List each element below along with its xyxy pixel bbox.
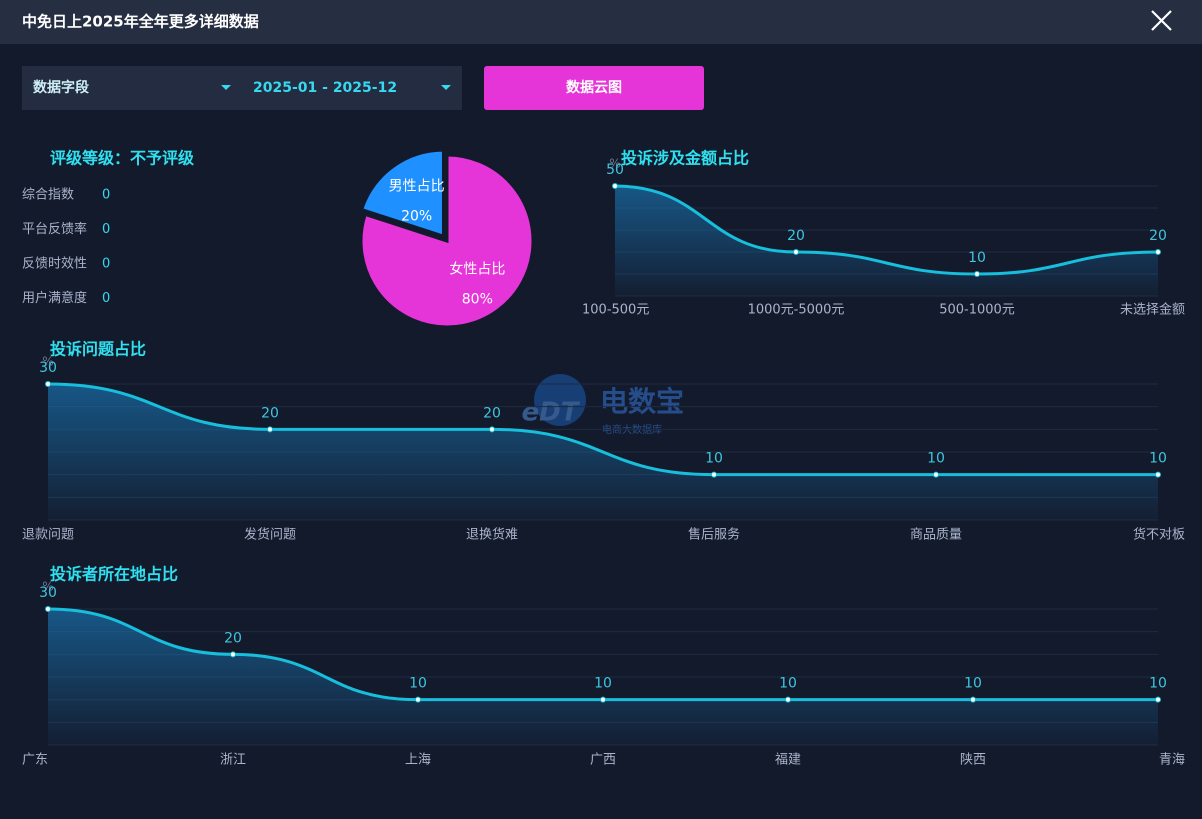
pie-slice (359, 148, 445, 239)
point (600, 696, 606, 703)
y-axis-name: % (609, 157, 620, 171)
data-label: 10 (1149, 676, 1167, 692)
point (230, 651, 236, 658)
x-tick-label: 广东 (22, 753, 48, 768)
button-label: 数据云图 (566, 79, 622, 96)
rating-value: 0 (102, 188, 110, 203)
point (45, 381, 51, 387)
rating-label: 反馈时效性 (22, 257, 87, 272)
x-tick-label: 售后服务 (688, 527, 740, 543)
point (933, 471, 939, 478)
data-label: 10 (968, 250, 986, 266)
line-area (615, 186, 1158, 296)
data-label: 30 (39, 585, 57, 601)
date-dropdown[interactable]: 2025-01 - 2025-12 (253, 80, 451, 96)
button-bg (484, 66, 704, 110)
chart-title: 投诉涉及金额占比 (621, 149, 749, 168)
pie-slice (359, 153, 535, 329)
date-range: 2025-01 - 2025-12 (253, 80, 397, 96)
field-label: 数据字段 (33, 79, 89, 96)
data-label: 10 (1149, 451, 1167, 467)
x-tick-label: 浙江 (220, 753, 246, 768)
data-label: 10 (409, 676, 427, 692)
data-label: 20 (787, 228, 805, 244)
point (267, 426, 273, 433)
watermark: eDT 电数宝 电商大数据库 (522, 374, 684, 436)
line-area (48, 609, 1158, 745)
x-tick-label: 500-1000元 (939, 303, 1015, 318)
data-label: 50 (606, 162, 624, 178)
x-tick-label: 商品质量 (910, 528, 962, 543)
x-tick-label: 100-500元 (582, 303, 649, 318)
x-tick-label: 未选择金额 (1120, 302, 1185, 318)
x-tick-label: 1000元-5000元 (748, 303, 845, 318)
line (614, 184, 1159, 276)
point (1155, 696, 1161, 703)
point (785, 696, 791, 703)
dropdown-bg (22, 66, 462, 110)
point (970, 696, 976, 703)
x-tick-label: 福建 (775, 753, 801, 768)
data-label: 20 (224, 630, 242, 646)
watermark-name: 电数宝 (600, 385, 684, 418)
pie-value-label: 80% (462, 292, 493, 308)
point (415, 696, 421, 703)
data-label: 10 (779, 676, 797, 692)
rating-value: 0 (102, 291, 110, 306)
rating-label: 综合指数 (22, 188, 74, 203)
x-tick-label: 广西 (590, 753, 616, 768)
point (974, 271, 980, 277)
dropdown-arrow (441, 85, 451, 90)
x-tick-label: 陕西 (960, 753, 986, 768)
pie-label: 男性占比 (389, 178, 445, 194)
x-tick-label: 发货问题 (244, 527, 296, 543)
x-tick-label: 上海 (405, 753, 431, 768)
header-bar (0, 0, 1202, 44)
data-label: 10 (594, 676, 612, 692)
x-tick-label: 货不对板 (1133, 527, 1185, 543)
x-tick-label: 退款问题 (22, 528, 74, 543)
point (612, 183, 618, 189)
watermark-logo: eDT (522, 398, 581, 428)
rating-value: 0 (102, 257, 110, 272)
point (1155, 249, 1161, 255)
chart-title: 投诉问题占比 (50, 340, 146, 359)
pie-label: 女性占比 (449, 261, 505, 278)
data-label: 20 (483, 405, 501, 421)
y-axis-name: % (42, 580, 53, 594)
cloud-button[interactable]: 数据云图 (484, 66, 704, 110)
point (489, 426, 495, 433)
rating-label: 用户满意度 (22, 290, 87, 306)
dropdown-arrow (221, 85, 231, 90)
rating-value: 0 (102, 222, 110, 237)
watermark-cloud (534, 374, 586, 426)
dropdown-bar: 数据字段 2025-01 - 2025-12 (22, 66, 462, 110)
field-dropdown[interactable]: 数据字段 (33, 79, 231, 96)
rating-label: 平台反馈率 (22, 221, 87, 237)
chart-title: 投诉者所在地占比 (50, 565, 178, 584)
point (711, 471, 717, 478)
point (793, 249, 799, 255)
close-button[interactable] (1151, 10, 1172, 31)
point (45, 606, 51, 612)
pie-value-label: 20% (401, 208, 432, 224)
point (1155, 471, 1161, 478)
data-label: 20 (261, 405, 279, 421)
data-label: 20 (1149, 228, 1167, 244)
line (47, 382, 1158, 477)
x-tick-label: 青海 (1159, 753, 1185, 768)
data-label: 30 (39, 360, 57, 376)
rating-title: 评级等级：不予评级 (50, 149, 195, 168)
x-tick-label: 退换货难 (466, 527, 518, 543)
data-label: 10 (927, 451, 945, 467)
y-axis-name: % (42, 355, 53, 369)
header-title: 中免日上2025年全年更多详细数据 (22, 13, 259, 31)
data-label: 10 (705, 451, 723, 467)
data-label: 10 (964, 676, 982, 692)
